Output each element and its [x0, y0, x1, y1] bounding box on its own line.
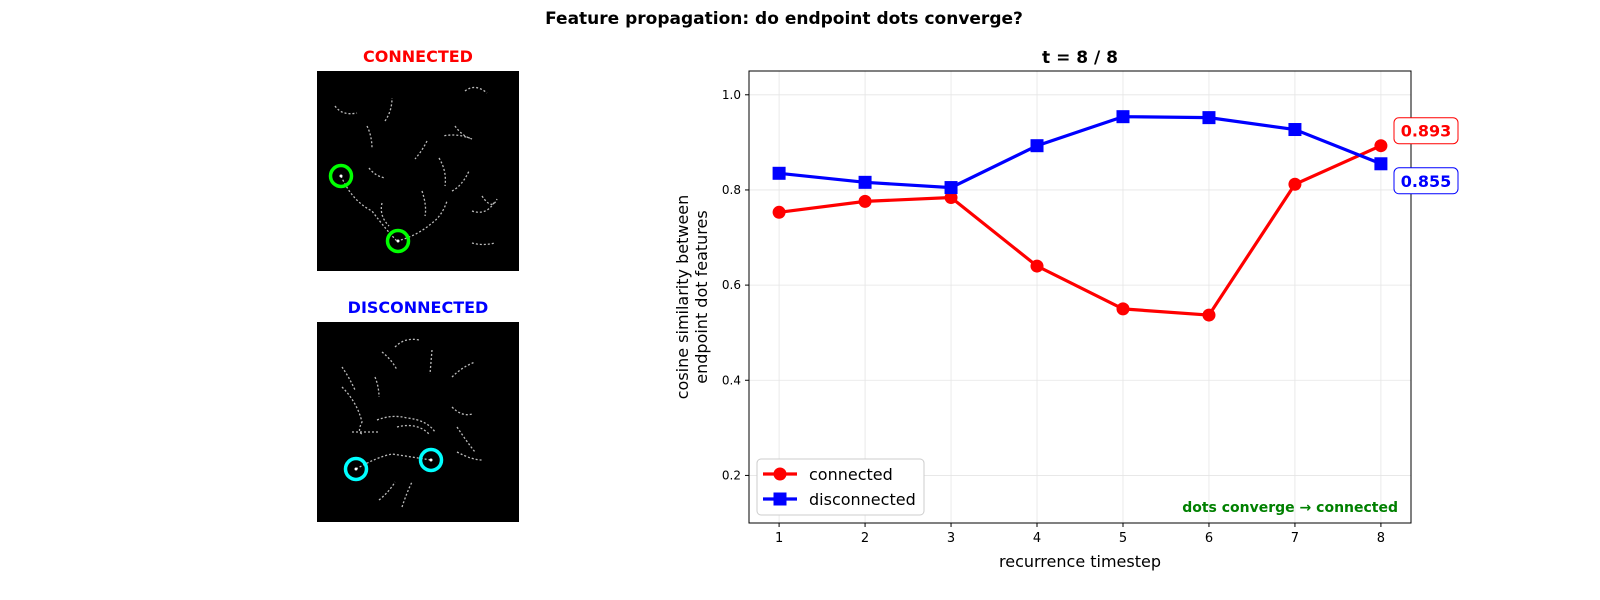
connected-image: [317, 71, 519, 271]
y-tick-label: 0.2: [722, 468, 741, 482]
x-axis-label: recurrence timestep: [999, 552, 1161, 571]
end-value-box: [1393, 117, 1459, 145]
data-point-connected: [772, 205, 786, 219]
x-tick-label: 3: [947, 531, 955, 546]
series-line-disconnected: [778, 115, 1382, 190]
data-point-connected: [1202, 308, 1216, 322]
endpoint-ring: [328, 163, 354, 189]
data-point-connected: [1374, 139, 1388, 153]
end-value-label: 0.893: [1401, 122, 1452, 141]
end-value-box: [1393, 167, 1459, 195]
data-point-disconnected: [1288, 123, 1302, 137]
data-point-connected: [1288, 177, 1302, 191]
chart-title: t = 8 / 8: [1042, 48, 1118, 68]
figure-title: Feature propagation: do endpoint dots co…: [545, 9, 1023, 29]
data-point-disconnected: [1202, 111, 1216, 125]
y-tick-label: 0.8: [722, 183, 741, 197]
y-axis-label: cosine similarity between: [673, 195, 692, 400]
end-value-label: 0.855: [1401, 172, 1452, 191]
y-tick-label: 0.4: [722, 373, 741, 387]
x-tick-label: 7: [1291, 531, 1299, 546]
data-point-disconnected: [858, 175, 872, 189]
legend-label: connected: [809, 465, 893, 484]
disconnected-image: [317, 322, 519, 522]
data-point-connected: [944, 191, 958, 205]
y-tick-label: 1.0: [722, 88, 741, 102]
disconnected-panel-title: DISCONNECTED: [347, 298, 489, 317]
data-point-disconnected: [1116, 110, 1130, 124]
x-tick-label: 2: [861, 531, 869, 546]
endpoint-ring: [343, 456, 369, 482]
x-tick-label: 1: [775, 531, 783, 546]
connected-panel-title: CONNECTED: [363, 47, 473, 66]
plot-frame: [748, 70, 1412, 524]
data-point-connected: [858, 194, 872, 208]
y-axis-label: endpoint dot features: [692, 210, 711, 383]
x-tick-label: 4: [1033, 531, 1041, 546]
legend-marker: [773, 492, 787, 506]
legend-marker: [773, 467, 787, 481]
series-line-connected: [778, 144, 1382, 317]
endpoint-ring: [385, 228, 411, 254]
convergence-annotation: dots converge → connected: [1182, 500, 1398, 516]
data-point-connected: [1116, 302, 1130, 316]
y-tick-label: 0.6: [722, 278, 741, 292]
x-tick-label: 5: [1119, 531, 1127, 546]
data-point-disconnected: [1030, 139, 1044, 153]
data-point-disconnected: [772, 166, 786, 180]
legend: [756, 458, 925, 516]
data-point-connected: [1030, 259, 1044, 273]
data-point-disconnected: [944, 181, 958, 195]
data-point-disconnected: [1374, 157, 1388, 171]
endpoint-ring: [418, 447, 444, 473]
x-tick-label: 6: [1205, 531, 1213, 546]
legend-label: disconnected: [809, 490, 916, 509]
x-tick-label: 8: [1377, 531, 1385, 546]
